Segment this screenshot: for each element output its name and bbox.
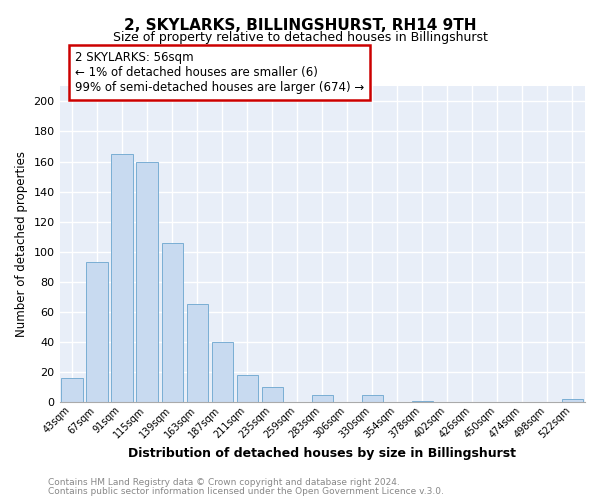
Bar [212,342,233,402]
Text: Contains public sector information licensed under the Open Government Licence v.: Contains public sector information licen… [48,487,444,496]
Bar [61,378,83,402]
Bar [187,304,208,402]
Bar [562,400,583,402]
Text: Size of property relative to detached houses in Billingshurst: Size of property relative to detached ho… [113,31,487,44]
Bar [262,387,283,402]
Bar [86,262,108,402]
Text: 2 SKYLARKS: 56sqm
← 1% of detached houses are smaller (6)
99% of semi-detached h: 2 SKYLARKS: 56sqm ← 1% of detached house… [76,51,365,94]
Bar [362,395,383,402]
Text: 2, SKYLARKS, BILLINGSHURST, RH14 9TH: 2, SKYLARKS, BILLINGSHURST, RH14 9TH [124,18,476,32]
Y-axis label: Number of detached properties: Number of detached properties [15,152,28,338]
Bar [311,395,333,402]
Bar [112,154,133,402]
Bar [236,375,258,402]
X-axis label: Distribution of detached houses by size in Billingshurst: Distribution of detached houses by size … [128,447,516,460]
Bar [161,243,183,402]
Bar [412,401,433,402]
Text: Contains HM Land Registry data © Crown copyright and database right 2024.: Contains HM Land Registry data © Crown c… [48,478,400,487]
Bar [136,162,158,402]
